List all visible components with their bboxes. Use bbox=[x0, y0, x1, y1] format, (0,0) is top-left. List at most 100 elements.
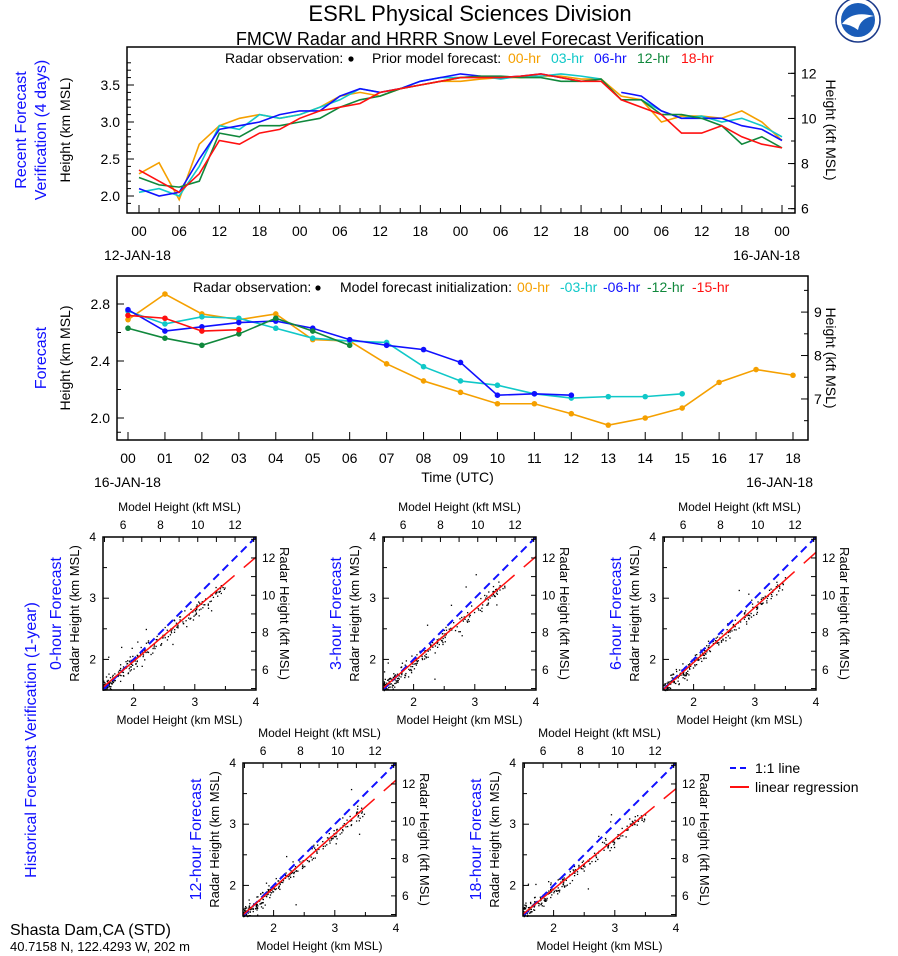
scatter-point bbox=[166, 629, 168, 631]
regression-line bbox=[662, 571, 796, 691]
scatter-point bbox=[217, 595, 219, 597]
scatter-point bbox=[329, 840, 331, 842]
scatter-point bbox=[295, 870, 298, 872]
scatter-point bbox=[290, 870, 292, 872]
plot-frame bbox=[116, 275, 809, 441]
legend-model-label: Model forecast initialization: bbox=[340, 279, 512, 295]
scatter-point bbox=[196, 608, 198, 610]
scatter-point bbox=[458, 631, 460, 633]
scatter-point bbox=[550, 882, 552, 884]
scatter-point bbox=[675, 682, 677, 685]
scatter-point bbox=[393, 673, 395, 675]
scatter-point bbox=[331, 837, 333, 840]
panel-title: 12-hour Forecast bbox=[188, 778, 205, 900]
scatter-point bbox=[335, 843, 337, 845]
scatter-point bbox=[550, 884, 552, 886]
scatter-point bbox=[357, 805, 359, 807]
scatter-point bbox=[762, 602, 764, 604]
scatter-point bbox=[744, 611, 746, 614]
scatter-point bbox=[185, 620, 187, 622]
scatter-point bbox=[436, 646, 439, 648]
scatter-point bbox=[288, 878, 290, 880]
series-point--06-hr bbox=[383, 342, 390, 349]
scatter-point bbox=[383, 671, 386, 673]
scatter-point bbox=[322, 845, 325, 848]
x-tick-label: 00 bbox=[774, 223, 790, 239]
scatter-point bbox=[694, 665, 696, 667]
y2-tick-label: 12 bbox=[822, 551, 836, 565]
scatter-point bbox=[350, 824, 353, 826]
scatter-point bbox=[391, 684, 394, 686]
scatter-point bbox=[346, 819, 348, 821]
scatter-point bbox=[410, 672, 413, 674]
scatter-point bbox=[441, 633, 444, 635]
scatter-point bbox=[131, 647, 133, 650]
scatter-point bbox=[109, 686, 112, 688]
scatter-point bbox=[667, 687, 670, 689]
scatter-point bbox=[186, 625, 188, 628]
scatter-point bbox=[425, 653, 427, 655]
scatter-point bbox=[318, 848, 320, 851]
legend-radar-marker bbox=[348, 56, 354, 62]
scatter-point bbox=[443, 629, 445, 632]
scatter-point bbox=[423, 658, 426, 660]
legend-entry-03hr: 03-hr bbox=[551, 50, 584, 66]
series-point-00-hr bbox=[420, 378, 427, 384]
scatter-point bbox=[479, 609, 482, 612]
scatter-point bbox=[782, 583, 785, 586]
scatter-point bbox=[119, 680, 122, 683]
scatter-point bbox=[130, 659, 132, 662]
scatter-point bbox=[202, 607, 204, 609]
scatter-point bbox=[416, 660, 419, 663]
scatter-point bbox=[684, 677, 686, 680]
scatter-point bbox=[245, 906, 247, 908]
scatter-point bbox=[270, 892, 273, 894]
y2-tick-label: 10 bbox=[262, 588, 276, 602]
scatter-point bbox=[672, 677, 674, 679]
scatter-point bbox=[493, 595, 495, 597]
y2-axis-label: Radar Height (kft MSL) bbox=[277, 547, 292, 680]
scatter-point bbox=[576, 873, 579, 876]
scatter-point bbox=[682, 674, 684, 676]
scatter-point bbox=[459, 631, 461, 633]
scatter-point bbox=[384, 682, 386, 684]
scatter-point bbox=[395, 680, 397, 682]
x2-tick-label: 8 bbox=[297, 744, 304, 758]
scatter-point bbox=[134, 660, 136, 662]
x-tick-label: 3 bbox=[751, 695, 758, 709]
x-tick-label: 03 bbox=[231, 450, 247, 466]
scatter-point bbox=[135, 662, 137, 665]
scatter-point bbox=[192, 619, 195, 621]
x2-axis-label: Model Height (kft MSL) bbox=[258, 726, 381, 740]
scatter-point bbox=[766, 600, 768, 602]
scatter-point bbox=[748, 617, 750, 619]
scatter-point bbox=[279, 883, 281, 886]
scatter-point bbox=[569, 871, 571, 873]
scatter-point bbox=[775, 586, 778, 588]
scatter-point bbox=[672, 673, 675, 676]
scatter-point bbox=[703, 657, 705, 660]
scatter-point bbox=[195, 606, 198, 608]
scatter-point bbox=[336, 838, 338, 840]
series-point--06-hr bbox=[162, 328, 168, 334]
scatter-point bbox=[782, 582, 784, 585]
scatter-point bbox=[434, 645, 437, 647]
scatter-point bbox=[137, 655, 139, 658]
y-tick-label: 4 bbox=[649, 530, 656, 544]
station-coords: 40.7158 N, 122.4293 W, 202 m bbox=[10, 939, 190, 954]
scatter-point bbox=[396, 681, 398, 683]
x-tick-label: 18 bbox=[785, 450, 801, 466]
y-tick-label: 3 bbox=[369, 591, 376, 605]
scatter-point bbox=[193, 615, 195, 617]
scatter-point bbox=[781, 589, 784, 591]
scatter-point bbox=[557, 887, 559, 889]
regression-line bbox=[242, 798, 376, 916]
scatter-point bbox=[216, 591, 218, 593]
scatter-point bbox=[383, 684, 385, 686]
scatter-point bbox=[144, 649, 146, 651]
series-point-00-hr bbox=[642, 415, 649, 421]
y2-tick-label: 12 bbox=[262, 551, 276, 565]
scatter-point bbox=[111, 676, 114, 678]
scatter-point bbox=[421, 658, 424, 661]
x-tick-label: 2 bbox=[690, 695, 697, 709]
